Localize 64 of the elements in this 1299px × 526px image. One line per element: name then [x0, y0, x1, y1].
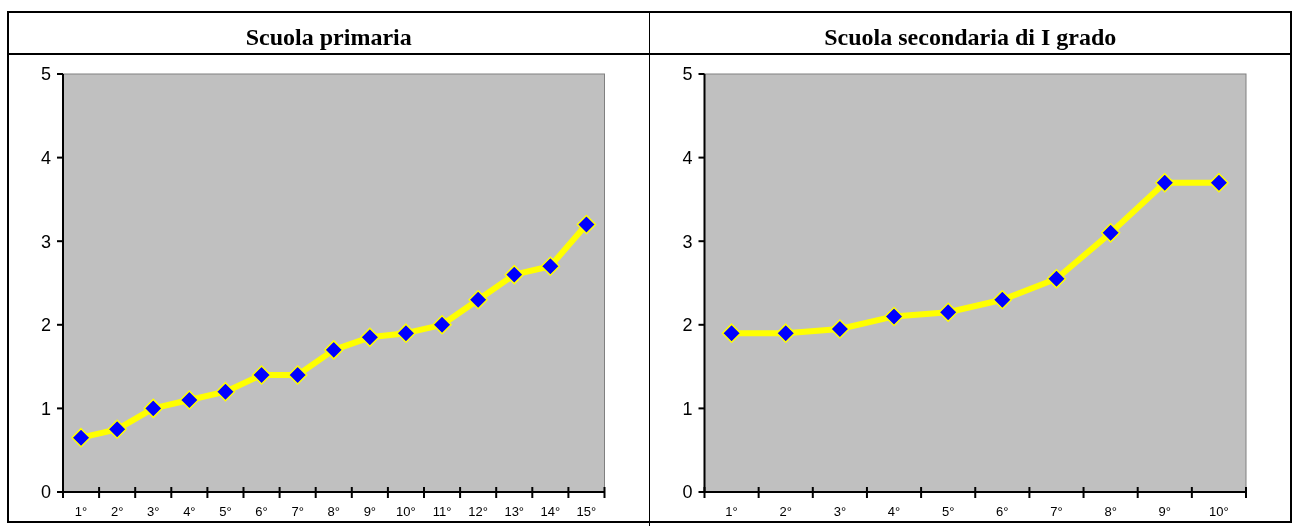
x-tick-label: 15° [576, 504, 597, 519]
point [504, 264, 524, 285]
y-tick-label: 5 [40, 64, 51, 85]
x-tick-label: 14° [540, 504, 561, 519]
chart-title: Scuola secondaria di I grado [824, 24, 1117, 50]
x-tick-label: 10° [396, 504, 416, 519]
x-tick-label: 9° [363, 504, 377, 519]
y-tick-label: 3 [40, 231, 51, 252]
point [540, 256, 561, 277]
x-tick-label: 6° [996, 504, 1009, 519]
point [1209, 172, 1229, 193]
y-tick-label: 0 [682, 482, 693, 503]
y-tick-label: 4 [682, 147, 693, 168]
y-tick-label: 2 [682, 315, 693, 336]
y-tick-label: 4 [40, 147, 51, 168]
point [576, 214, 597, 235]
chart-title: Scuola primaria [245, 24, 412, 50]
point [1100, 223, 1121, 243]
x-tick-label: 8° [1104, 504, 1117, 519]
point [1155, 172, 1175, 193]
point [830, 319, 850, 339]
point [360, 327, 380, 348]
x-tick-label: 1° [725, 504, 738, 519]
y-tick-label: 5 [682, 64, 693, 85]
point [1046, 269, 1067, 289]
point [107, 419, 127, 440]
point [432, 315, 452, 335]
x-tick-label: 2° [110, 504, 124, 519]
x-tick-label: 4° [887, 504, 901, 519]
x-tick-label: 1° [74, 504, 88, 519]
y-tick-label: 1 [40, 398, 51, 419]
point [938, 302, 958, 323]
y-tick-label: 2 [40, 315, 51, 336]
point [179, 390, 200, 410]
point [143, 398, 163, 419]
x-tick-label: 9° [1158, 504, 1171, 519]
x-tick-label: 5° [219, 504, 232, 519]
x-tick-label: 2° [779, 504, 792, 519]
point [992, 289, 1013, 310]
point [775, 323, 796, 343]
point [215, 381, 236, 402]
x-tick-label: 10° [1209, 504, 1229, 519]
y-tick-label: 0 [40, 482, 51, 503]
x-tick-label: 5° [941, 504, 955, 519]
x-tick-label: 3° [833, 504, 847, 519]
point [251, 365, 272, 385]
point [884, 306, 904, 327]
point [468, 289, 488, 310]
y-tick-label: 3 [682, 231, 693, 252]
point [71, 427, 91, 448]
x-tick-label: 7° [1050, 504, 1063, 519]
x-tick-label: 3° [147, 504, 160, 519]
x-tick-label: 4° [183, 504, 196, 519]
x-tick-label: 6° [255, 504, 268, 519]
point [287, 365, 308, 385]
x-tick-label: 8° [327, 504, 340, 519]
x-tick-label: 11° [432, 504, 452, 519]
x-tick-label: 12° [468, 504, 488, 519]
point [721, 323, 742, 343]
x-tick-label: 13° [504, 504, 525, 519]
x-tick-label: 7° [291, 504, 304, 519]
point [324, 340, 344, 360]
y-tick-label: 1 [682, 398, 693, 419]
point [396, 323, 416, 343]
